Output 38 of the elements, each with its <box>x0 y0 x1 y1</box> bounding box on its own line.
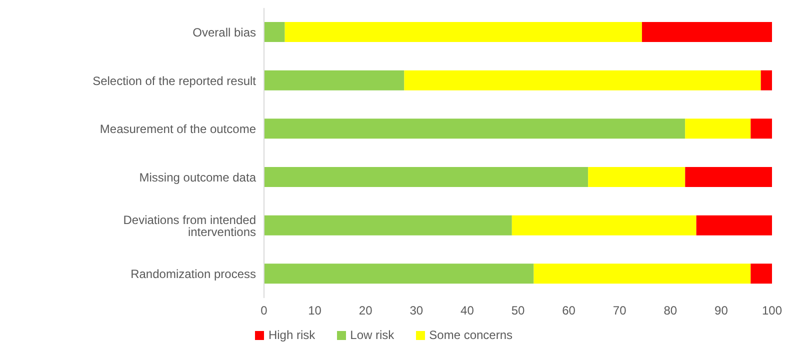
bar <box>264 215 512 236</box>
x-tick-label: 0 <box>260 304 268 318</box>
y-tick-label: Selection of the reported result <box>92 74 257 88</box>
x-tick-label: 70 <box>612 304 627 318</box>
x-tick-label: 20 <box>358 304 373 318</box>
x-tick-label: 50 <box>511 304 525 318</box>
bar <box>750 118 772 139</box>
x-tick-label: 30 <box>410 304 424 318</box>
y-tick-label: Overall bias <box>192 25 256 40</box>
y-tick-label: Missing outcome data <box>139 170 256 184</box>
bar <box>284 22 642 42</box>
bar <box>642 22 772 42</box>
legend-label: High risk <box>268 328 316 342</box>
legend-label: Low risk <box>350 328 394 342</box>
bar <box>264 118 686 139</box>
x-tick-label: 10 <box>308 304 322 318</box>
y-tick-label: Deviations from intended interventions <box>123 212 256 239</box>
x-tick-label: 60 <box>562 304 576 318</box>
bar <box>760 70 772 90</box>
bar <box>404 70 761 90</box>
x-tick-label: 80 <box>664 304 678 318</box>
x-tick-label: 90 <box>714 304 728 318</box>
bar <box>264 22 285 42</box>
bar <box>588 167 686 187</box>
y-tick-label: Randomization process <box>130 267 256 282</box>
bar <box>750 264 772 284</box>
bar <box>534 264 751 284</box>
bar <box>264 70 404 90</box>
bar <box>696 215 772 236</box>
x-tick-label: 100 <box>762 304 782 318</box>
bar <box>685 167 772 187</box>
bar <box>685 118 751 139</box>
bar <box>264 167 588 187</box>
bar <box>264 264 534 284</box>
x-tick-label: 40 <box>460 304 474 318</box>
y-tick-label: Measurement of the outcome <box>100 122 256 136</box>
legend-label: Some concerns <box>429 328 513 342</box>
bar <box>512 215 696 236</box>
